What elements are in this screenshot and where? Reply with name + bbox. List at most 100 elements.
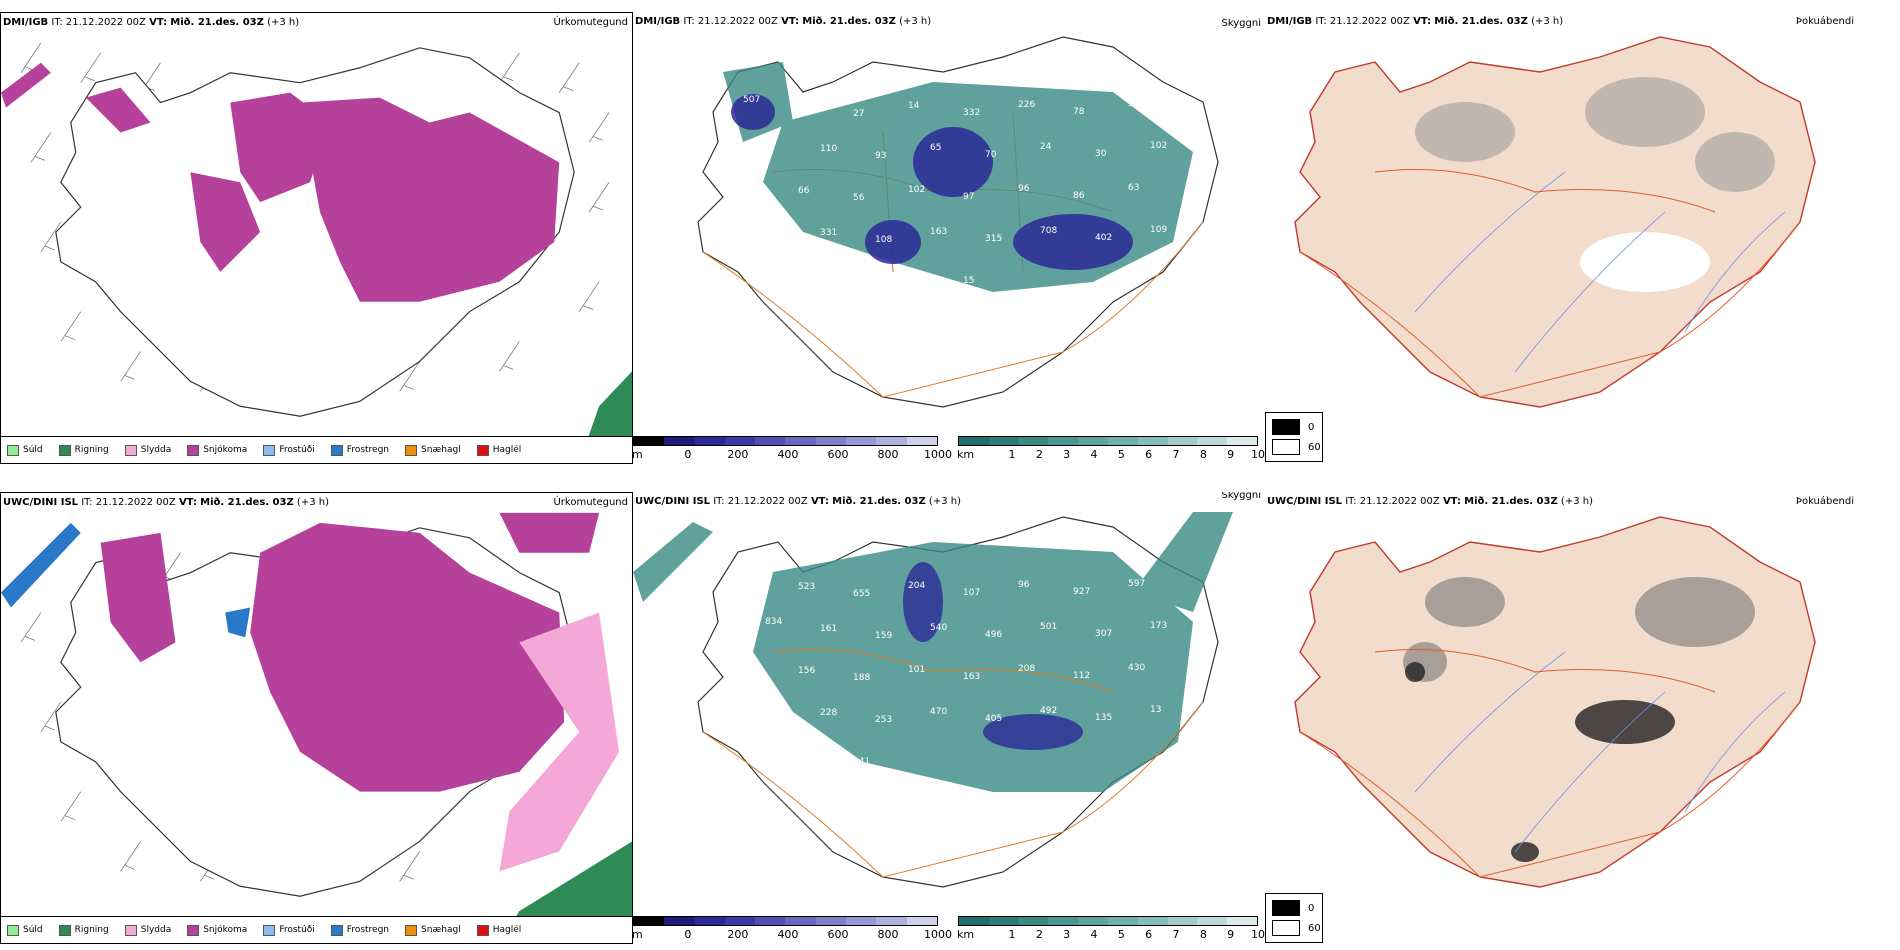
colorbar-tick: 600 <box>827 448 849 461</box>
colorbar-segment <box>1167 437 1198 445</box>
visibility-value-label: 163 <box>963 672 980 682</box>
colorbar-tick: 400 <box>777 928 799 941</box>
legend-item: Haglél <box>476 924 522 936</box>
visibility-panel-top: 507 31 27 14 332 226 78 355 89 110 93 65 70 24 30 102 95… <box>633 12 1265 464</box>
visibility-value-label: 30 <box>1095 149 1107 159</box>
panel-header: DMI/IGB IT: 21.12.2022 00Z VT: Mið. 21.d… <box>1267 16 1564 27</box>
precip-type-map-bottom <box>1 512 632 943</box>
colorbar-segment <box>906 917 937 925</box>
legend-swatch <box>476 924 489 936</box>
visibility-value-label: 123 <box>798 270 815 280</box>
fog-index-map-bottom <box>1294 516 1816 888</box>
colorbar-strip <box>958 916 1258 926</box>
legend-label: Rigning <box>74 445 109 455</box>
legend-label: Snjókoma <box>203 925 248 935</box>
fog-shading <box>1415 77 1775 192</box>
colorbar-segment <box>1137 437 1168 445</box>
colorbar-segment <box>846 437 877 445</box>
colorbar-tick: 200 <box>727 928 749 941</box>
colorbar-tick: 1000 <box>924 928 952 941</box>
fog-legend-swatch <box>1272 900 1300 916</box>
visibility-value-label: 125 <box>798 750 815 760</box>
fog-legend-bottom: 0 60 <box>1265 893 1323 943</box>
visibility-value-label: 13 <box>1150 705 1161 715</box>
legend-item: Rigning <box>58 924 109 936</box>
fog-legend-item: 60 <box>1272 920 1321 936</box>
legend-swatch <box>263 444 276 456</box>
precip-legend: Súld Rigning Slydda Snjókoma Frostúði Frostre… <box>1 436 632 463</box>
legend-item: Frostregn <box>330 444 389 456</box>
legend-label: Haglél <box>492 925 522 935</box>
legend-swatch <box>476 444 489 456</box>
legend-label: Slydda <box>140 445 172 455</box>
visibility-value-label: 161 <box>820 624 837 634</box>
visibility-colorbar-m: m 0 200 400 600 800 1000 <box>633 436 952 464</box>
panel-title: Þokuábendi <box>1795 16 1854 27</box>
fog-shading <box>1403 577 1755 682</box>
legend-label: Rigning <box>74 925 109 935</box>
visibility-value-label: 102 <box>908 185 925 195</box>
colorbar-tick: 200 <box>727 448 749 461</box>
visibility-map-top: 507 31 27 14 332 226 78 355 89 110 93 65 70 24 30 102 95… <box>697 36 1219 408</box>
visibility-value-label: 85 <box>908 269 919 279</box>
colorbar-tick: 5 <box>1117 448 1125 461</box>
low-visibility-areas <box>633 512 1233 792</box>
legend-label: Haglél <box>492 445 522 455</box>
colorbar-unit: km <box>957 928 975 941</box>
fog-legend-label: 60 <box>1308 441 1321 453</box>
colorbar-segment <box>755 437 786 445</box>
legend-swatch <box>263 924 276 936</box>
colorbar-unit: m <box>633 448 643 461</box>
colorbar-tick: 7 <box>1172 928 1180 941</box>
visibility-value-label: 188 <box>853 673 870 683</box>
fog-legend-swatch <box>1272 920 1300 936</box>
visibility-value-label: 156 <box>798 666 815 676</box>
colorbar-segment <box>634 917 665 925</box>
visibility-value-label: 135 <box>1095 713 1112 723</box>
legend-swatch <box>124 444 137 456</box>
visibility-value-labels: 507 31 27 14 332 226 78 355 89 110 93 65 70 24 30 102 95… <box>743 95 1167 287</box>
visibility-value-label: 31 <box>798 102 809 112</box>
legend-label: Súld <box>23 445 43 455</box>
colorbar-strip <box>633 916 938 926</box>
visibility-value-label: 86 <box>1073 191 1085 201</box>
visibility-value-label: 15 <box>963 276 974 286</box>
colorbar-tick: 400 <box>777 448 799 461</box>
colorbar-segment <box>1137 917 1168 925</box>
legend-label: Súld <box>23 925 43 935</box>
colorbar-tick: 0 <box>684 448 692 461</box>
legend-item: Súld <box>7 444 43 456</box>
rivers <box>1414 651 1786 853</box>
colorbar-segment <box>755 917 786 925</box>
colorbar-tick: 800 <box>877 928 899 941</box>
visibility-value-label: 160 <box>743 263 760 273</box>
legend-label: Snæhagl <box>421 925 461 935</box>
colorbar-segment <box>724 917 756 925</box>
colorbar-segment <box>1197 917 1228 925</box>
legend-swatch <box>187 444 200 456</box>
colorbar-tick: 600 <box>827 928 849 941</box>
visibility-value-label: 927 <box>1073 587 1090 597</box>
legend-label: Snæhagl <box>421 445 461 455</box>
visibility-value-label: 163 <box>930 227 947 237</box>
visibility-value-label: 14 <box>908 101 920 111</box>
colorbar-segment <box>1227 917 1257 925</box>
colorbar-tick: 9 <box>1227 448 1235 461</box>
colorbar-tick: 8 <box>1199 448 1207 461</box>
visibility-value-label: 228 <box>820 708 837 718</box>
colorbar-tick: 4 <box>1090 448 1098 461</box>
colorbar-segment <box>906 437 937 445</box>
visibility-value-label: 78 <box>1073 107 1085 117</box>
panel-header: UWC/DINI ISL IT: 21.12.2022 00Z VT: Mið.… <box>635 496 961 507</box>
visibility-value-label: 65 <box>930 143 941 153</box>
legend-item: Slydda <box>124 444 172 456</box>
colorbar-tick: 0 <box>684 928 692 941</box>
legend-item: Frostúði <box>263 924 315 936</box>
iceland-outline <box>1294 516 1816 888</box>
colorbar-tick: 6 <box>1145 448 1153 461</box>
very-low-visibility-areas <box>903 562 1083 750</box>
colorbar-segment <box>988 917 1019 925</box>
fog-index-panel-top: DMI/IGB IT: 21.12.2022 00Z VT: Mið. 21.d… <box>1265 12 1900 464</box>
colorbar-segment <box>1227 437 1257 445</box>
legend-swatch <box>58 444 71 456</box>
